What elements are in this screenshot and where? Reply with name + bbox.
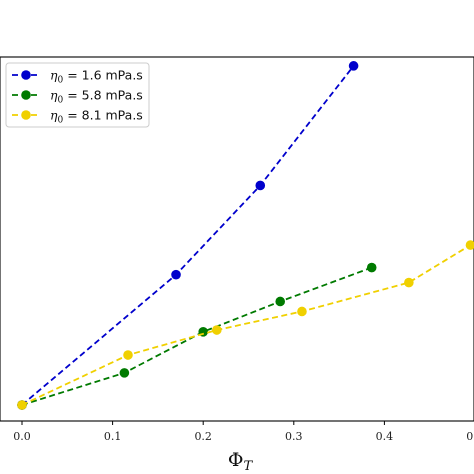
x-axis-label: ΦT (228, 449, 254, 474)
data-point (348, 61, 359, 71)
legend-label: η0 = 8.1 mPa.s (50, 108, 143, 126)
legend-item-3: η0 = 8.1 mPa.s (12, 108, 143, 126)
x-axis-label-main: Φ (228, 449, 244, 471)
x-tick-label: 0.3 (285, 430, 303, 443)
data-point (211, 325, 222, 335)
legend-marker (21, 90, 31, 100)
legend-label: η0 = 1.6 mPa.s (50, 68, 143, 86)
x-tick-label: 0.0 (13, 430, 31, 443)
series-3 (17, 240, 474, 410)
data-point (465, 240, 474, 250)
data-point (171, 269, 181, 280)
x-axis-label-sub: T (243, 459, 253, 474)
legend: η0 = 1.6 mPa.s η0 = 5.8 mPa.s η0 = 8.1 mPa… (5, 62, 150, 128)
x-tick-label: 0.2 (194, 430, 212, 443)
legend-items: η0 = 1.6 mPa.s η0 = 5.8 mPa.s η0 = 8.1 mPa… (12, 68, 143, 126)
data-point (404, 277, 414, 288)
data-point (123, 350, 133, 360)
series-line (21, 244, 471, 406)
data-point (119, 368, 130, 378)
legend-marker (21, 110, 31, 120)
legend-item-2: η0 = 5.8 mPa.s (12, 88, 143, 106)
legend-marker (21, 70, 31, 80)
legend-item-1: η0 = 1.6 mPa.s (12, 68, 143, 86)
series-2 (17, 262, 377, 410)
series-layer (17, 61, 474, 410)
x-tick-label: 0.4 (376, 430, 394, 443)
data-point (17, 400, 27, 410)
data-point (275, 296, 286, 307)
plot-frame (0, 56, 474, 422)
legend-box (5, 62, 150, 128)
data-point (297, 306, 307, 317)
legend-label: η0 = 5.8 mPa.s (50, 88, 143, 106)
data-point (366, 262, 377, 273)
series-line (21, 266, 373, 406)
x-axis-ticks: 0.0 0.1 0.2 0.3 0.4 0.5 (13, 421, 474, 443)
x-tick-label: 0.5 (466, 430, 474, 443)
data-point (255, 180, 266, 191)
x-tick-label: 0.1 (104, 430, 122, 443)
series-line (21, 65, 355, 406)
